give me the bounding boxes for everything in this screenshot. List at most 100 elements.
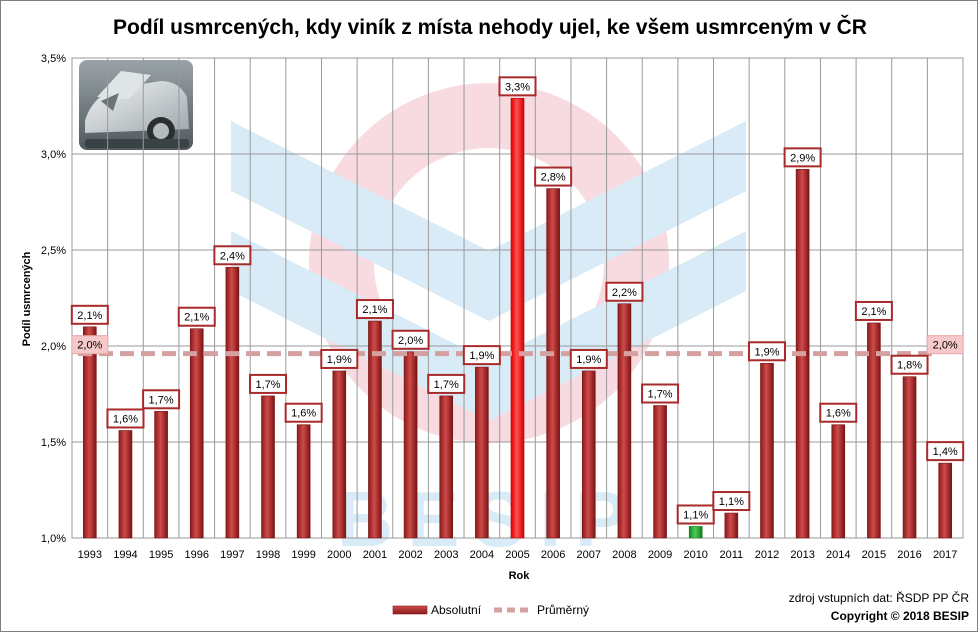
bar <box>368 320 382 539</box>
svg-text:1,6%: 1,6% <box>826 408 851 420</box>
bar <box>510 98 525 539</box>
svg-text:3,3%: 3,3% <box>505 81 530 93</box>
bar <box>902 376 917 539</box>
bar <box>154 410 168 539</box>
data-label: 1,9% <box>569 348 608 369</box>
x-tick-label: 1998 <box>256 549 280 561</box>
bar <box>688 526 703 539</box>
x-tick-label: 1997 <box>220 549 244 561</box>
bar <box>617 303 632 539</box>
data-label: 1,6% <box>106 408 145 429</box>
bars <box>83 98 952 539</box>
bar <box>475 366 489 539</box>
x-tick-label: 2016 <box>897 549 921 561</box>
x-tick-label: 2003 <box>434 549 458 561</box>
x-tick-label: 2008 <box>612 549 636 561</box>
data-labels: 2,1% 1,6% 1,7% 2,1% 2,4% 1,7% 1,6% 1,9% 2,1% 2,0%… <box>70 76 965 525</box>
x-tick-label: 1995 <box>149 549 173 561</box>
svg-text:2,1%: 2,1% <box>861 306 886 318</box>
data-label: 1,7% <box>641 383 680 404</box>
data-label: 2,0% <box>391 329 430 350</box>
average-label: 2,0% <box>926 335 964 355</box>
svg-text:2,0%: 2,0% <box>933 340 958 352</box>
data-label: 1,9% <box>320 348 359 369</box>
x-tick-label: 2006 <box>541 549 565 561</box>
data-label: 1,7% <box>142 389 181 410</box>
chart-title: Podíl usmrcených, kdy viník z místa neho… <box>113 15 867 39</box>
x-tick-label: 2015 <box>862 549 886 561</box>
x-tick-label: 2011 <box>720 549 744 561</box>
car-crash-photo <box>79 60 193 150</box>
svg-text:1,7%: 1,7% <box>149 394 174 406</box>
svg-text:2,1%: 2,1% <box>77 310 102 322</box>
data-label: 3,3% <box>498 76 537 97</box>
svg-text:1,9%: 1,9% <box>576 354 601 366</box>
y-tick-label: 3,0% <box>41 149 66 161</box>
svg-text:1,1%: 1,1% <box>719 496 744 508</box>
svg-text:2,0%: 2,0% <box>398 335 423 347</box>
legend-swatch-absolutni <box>392 605 428 615</box>
x-axis-title: Rok <box>509 570 531 582</box>
data-label: 1,7% <box>249 373 288 394</box>
data-label: 1,7% <box>427 373 466 394</box>
data-label: 2,1% <box>70 304 109 325</box>
svg-text:2,2%: 2,2% <box>612 287 637 299</box>
x-tick-label: 2004 <box>470 549 494 561</box>
bar <box>225 266 240 539</box>
svg-text:2,4%: 2,4% <box>220 250 245 262</box>
svg-text:1,7%: 1,7% <box>648 389 673 401</box>
data-label: 2,1% <box>177 306 216 327</box>
svg-text:1,1%: 1,1% <box>683 509 708 521</box>
data-label: 1,6% <box>819 402 858 423</box>
bar <box>261 395 275 539</box>
x-tick-label: 1993 <box>78 549 102 561</box>
bar <box>83 326 97 539</box>
y-tick-label: 2,0% <box>41 341 66 353</box>
bar <box>724 512 739 539</box>
svg-text:1,9%: 1,9% <box>469 350 494 362</box>
y-tick-label: 1,0% <box>41 533 66 545</box>
x-tick-label: 2007 <box>577 549 601 561</box>
x-tick-label: 2005 <box>505 549 529 561</box>
bar <box>296 424 311 539</box>
data-label: 1,1% <box>712 491 751 512</box>
x-tick-label: 2000 <box>327 549 351 561</box>
bar <box>653 405 667 539</box>
bar <box>760 362 774 539</box>
x-tick-label: 2014 <box>826 549 850 561</box>
svg-text:1,4%: 1,4% <box>933 446 958 458</box>
data-label: 2,1% <box>355 299 394 320</box>
x-tick-label: 2010 <box>683 549 707 561</box>
bar <box>118 430 133 539</box>
bar <box>867 322 881 539</box>
svg-text:1,7%: 1,7% <box>255 379 280 391</box>
y-tick-label: 3,5% <box>41 53 66 65</box>
bar <box>189 328 204 539</box>
bar <box>831 424 846 539</box>
y-tick-label: 1,5% <box>41 437 66 449</box>
x-tick-label: 2009 <box>648 549 672 561</box>
y-axis-ticks: 1,0% 1,5% 2,0% 2,5% 3,0% 3,5% <box>41 53 66 545</box>
x-axis-ticks: 1993 1994 1995 1996 1997 1998 1999 2000 2001 2002… <box>78 549 958 561</box>
svg-text:1,7%: 1,7% <box>434 379 459 391</box>
svg-text:2,9%: 2,9% <box>790 152 815 164</box>
svg-text:1,9%: 1,9% <box>754 346 779 358</box>
copyright-note: Copyright © 2018 BESIP <box>831 609 969 623</box>
svg-text:2,1%: 2,1% <box>362 304 387 316</box>
bar <box>332 370 347 539</box>
data-label: 1,9% <box>462 345 501 366</box>
x-tick-label: 1994 <box>113 549 137 561</box>
x-tick-label: 2002 <box>398 549 422 561</box>
svg-text:2,0%: 2,0% <box>77 340 102 352</box>
data-label: 2,2% <box>605 281 644 302</box>
source-note: zdroj vstupních dat: ŘSDP PP ČR <box>789 590 970 605</box>
average-label: 2,0% <box>71 335 109 355</box>
svg-text:2,8%: 2,8% <box>541 172 566 184</box>
bar <box>403 351 418 539</box>
y-tick-label: 2,5% <box>41 245 66 257</box>
x-tick-label: 2017 <box>933 549 957 561</box>
svg-text:1,9%: 1,9% <box>327 354 352 366</box>
legend-label-absolutni: Absolutní <box>431 603 482 617</box>
data-label: 2,8% <box>534 166 573 187</box>
